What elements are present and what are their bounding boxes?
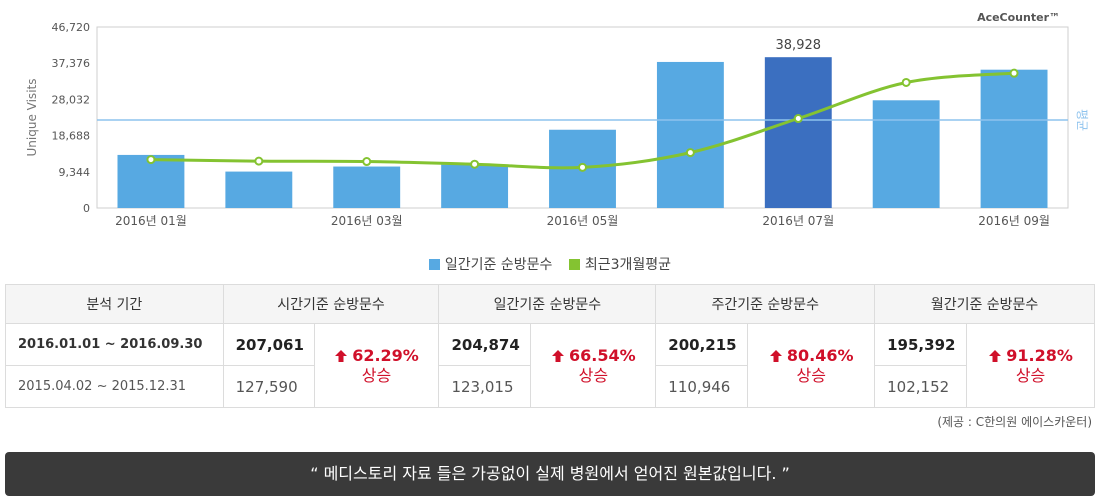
bar — [872, 100, 940, 208]
header-monthly: 월간기준 순방문수 — [874, 284, 1095, 324]
header-weekly: 주간기준 순방문수 — [655, 284, 876, 324]
visits-chart: AceCounter™ Unique Visits 0 9,344 18,688 28,0… — [25, 11, 1089, 228]
x-tick-label: 2016년 01월 — [115, 214, 187, 228]
hourly-change: 62.29% 상승 — [313, 323, 440, 408]
weekly-change: 80.46% 상승 — [747, 323, 876, 408]
bar — [980, 69, 1048, 209]
weekly-previous: 110,946 — [655, 365, 749, 408]
monthly-change-pct: 91.28% — [1006, 345, 1073, 365]
chart-legend: 일간기준 순방문수 최근3개월평균 — [0, 254, 1100, 274]
line-point — [1009, 68, 1019, 78]
line-point — [470, 159, 480, 169]
legend-swatch-line — [568, 258, 580, 270]
stats-table: 분석 기간 시간기준 순방문수 일간기준 순방문수 주간기준 순방문수 월간기준… — [5, 284, 1095, 408]
period-current: 2016.01.01 ~ 2016.09.30 — [5, 323, 224, 366]
daily-change: 66.54% 상승 — [530, 323, 657, 408]
line-point — [362, 157, 372, 167]
x-tick-label: 2016년 07월 — [762, 214, 834, 228]
table-header-row: 분석 기간 시간기준 순방문수 일간기준 순방문수 주간기준 순방문수 월간기준… — [5, 284, 1095, 324]
daily-previous: 123,015 — [438, 365, 532, 408]
monthly-change: 91.28% 상승 — [966, 323, 1095, 408]
header-daily: 일간기준 순방문수 — [438, 284, 657, 324]
weekly-current: 200,215 — [655, 323, 749, 366]
bar — [225, 171, 293, 208]
legend-label-bars: 일간기준 순방문수 — [444, 257, 553, 273]
monthly-change-word: 상승 — [1015, 365, 1046, 385]
bar — [656, 61, 724, 208]
up-arrow-icon — [769, 349, 782, 362]
y-axis-title: Unique Visits — [25, 79, 39, 157]
average-label: 평균 — [1075, 109, 1089, 131]
legend-swatch-bars — [428, 258, 440, 270]
line-point — [254, 156, 264, 166]
bar — [333, 166, 401, 208]
period-previous: 2015.04.02 ~ 2015.12.31 — [5, 365, 224, 408]
y-tick-label: 0 — [83, 202, 90, 215]
x-tick-label: 2016년 05월 — [547, 214, 619, 228]
legend-item-bars[interactable]: 일간기준 순방문수 — [428, 254, 553, 274]
line-point — [146, 155, 156, 165]
y-tick-label: 46,720 — [52, 21, 91, 34]
hourly-change-pct: 62.29% — [352, 345, 419, 365]
line-point — [793, 114, 803, 124]
weekly-change-word: 상승 — [796, 365, 826, 385]
line-point — [578, 162, 587, 172]
daily-current: 204,874 — [438, 323, 532, 366]
hourly-current: 207,061 — [222, 323, 315, 366]
line-point — [901, 77, 911, 87]
bar-value-label: 38,928 — [776, 38, 822, 53]
x-tick-label: 2016년 03월 — [331, 214, 403, 228]
y-tick-label: 9,344 — [59, 166, 91, 179]
legend-item-line[interactable]: 최근3개월평균 — [568, 254, 672, 274]
table-row-current: 2016.01.01 ~ 2016.09.30 207,061 62.29% 상… — [5, 323, 1095, 408]
daily-change-pct: 66.54% — [569, 345, 636, 365]
chart-area: AceCounter™ Unique Visits 0 9,344 18,688 28,0… — [0, 11, 1100, 274]
header-period: 분석 기간 — [5, 284, 224, 324]
brand-label: AceCounter™ — [977, 11, 1060, 24]
monthly-previous: 102,152 — [874, 365, 968, 408]
hourly-change-word: 상승 — [361, 365, 392, 385]
header-hourly: 시간기준 순방문수 — [222, 284, 440, 324]
legend-label-line: 최근3개월평균 — [584, 257, 672, 273]
source-note: (제공 : C한의원 에이스카운터) — [937, 415, 1092, 429]
daily-change-word: 상승 — [578, 365, 609, 385]
monthly-current: 195,392 — [874, 323, 968, 366]
y-tick-label: 37,376 — [52, 57, 91, 70]
x-tick-label: 2016년 09월 — [978, 214, 1050, 228]
notice-banner: “ 메디스토리 자료 들은 가공없이 실제 병원에서 얻어진 원본값입니다. ” — [5, 452, 1095, 496]
y-tick-label: 18,688 — [52, 130, 91, 143]
bar — [441, 164, 509, 208]
table-row-previous: 2015.04.02 ~ 2015.12.31 127,590 123,015 … — [5, 365, 1095, 408]
y-tick-label: 28,032 — [52, 93, 91, 106]
up-arrow-icon — [552, 349, 565, 362]
up-arrow-icon — [989, 349, 1002, 362]
hourly-previous: 127,590 — [222, 365, 315, 408]
bar — [764, 57, 832, 208]
up-arrow-icon — [335, 349, 348, 362]
weekly-change-pct: 80.46% — [786, 345, 854, 365]
line-point — [685, 148, 695, 158]
